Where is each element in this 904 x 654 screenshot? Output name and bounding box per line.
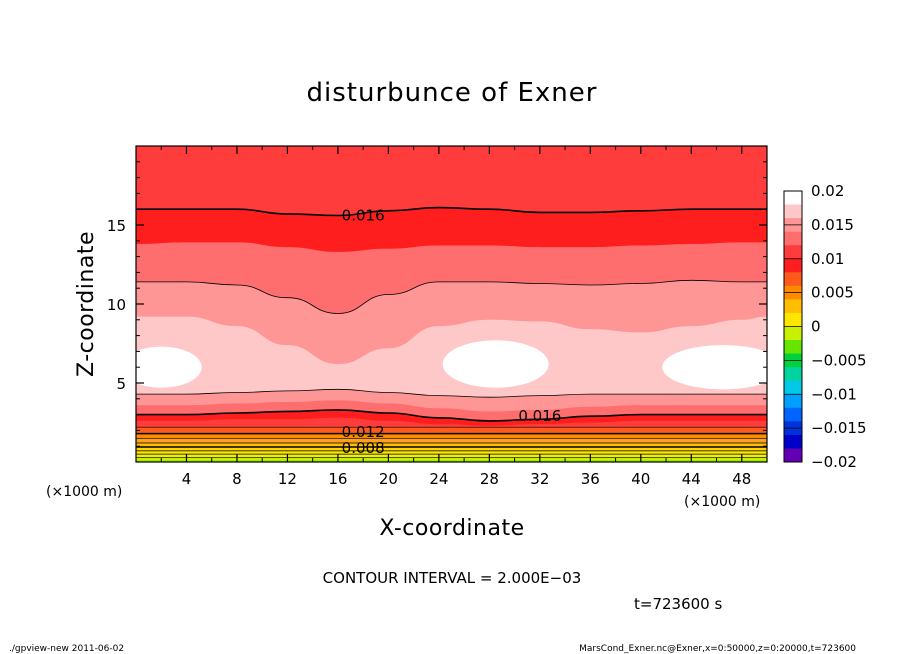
footer-left: ./gpview-new 2011-06-02 [9,644,124,654]
colorbar-swatch [784,340,802,355]
contour-line-upper-2 [136,279,767,314]
colorbar-tick-label: −0.005 [811,351,867,369]
colorbar-tick-label: 0 [811,318,821,336]
x-tick-label: 20 [379,470,398,488]
colorbar-tick-label: 0.01 [811,250,844,268]
x-tick-label: 28 [480,470,499,488]
y-axis-ticks: 5 10 15 [107,161,767,447]
contour-label: 0.016 [518,407,561,425]
contour-lines [135,206,767,458]
fill-maximum-1 [442,340,549,388]
x-tick-label: 16 [328,470,347,488]
x-tick-label: 4 [182,470,192,488]
x-tick-label: 32 [530,470,549,488]
x-tick-label: 48 [732,470,751,488]
colorbar-swatch [784,326,802,341]
contour-line-016-lower [136,409,767,422]
contour-label: 0.008 [342,439,385,457]
colorbar-swatch [784,380,802,395]
x-tick-label: 24 [429,470,448,488]
colorbar-swatch [784,407,802,422]
fill-maximum-0 [120,346,202,388]
colorbar-swatch [784,299,802,314]
colorbar-swatch [784,245,802,260]
colorbar-swatch [784,394,802,409]
x-tick-label: 8 [232,470,242,488]
colorbar-tick-label: 0.005 [811,284,854,302]
x-tick-label: 44 [682,470,701,488]
colorbar-swatch [784,204,802,219]
colorbar: 0.02 0.015 0.01 0.005 0 −0.005 −0.01 −0.015 −0.0… [783,182,867,471]
colorbar-swatch [784,231,802,246]
x-axis-label: X-coordinate [379,516,524,541]
contour-label: 0.016 [342,207,385,225]
colorbar-tick-label: −0.015 [811,419,867,437]
x-axis-ticks: 4 8 12 16 20 24 28 32 36 40 44 48 [160,146,751,488]
x-tick-label: 12 [278,470,297,488]
colorbar-tick-label: 0.02 [811,182,844,200]
colorbar-swatch [784,272,802,287]
x-tick-label: 36 [581,470,600,488]
y-tick-label: 15 [107,217,126,235]
contour-label: 0.012 [342,423,385,441]
colorbar-tick-label: 0.015 [811,216,854,234]
colorbar-swatch [784,258,802,273]
chart-title: disturbunce of Exner [307,78,598,108]
colorbar-swatch [784,191,802,206]
y-tick-label: 5 [116,375,126,393]
colorbar-swatch [784,367,802,382]
contour-line-lower-0 [135,388,767,398]
footer-right: MarsCond_Exner.nc@Exner,x=0:50000,z=0:20… [579,644,856,654]
contour-line-016-upper [136,206,767,217]
x-tick-label: 40 [631,470,650,488]
colorbar-tick-label: −0.02 [811,453,857,471]
x-unit-right: (×1000 m) [684,494,760,510]
time-text: t=723600 s [634,595,722,613]
contour-interval-text: CONTOUR INTERVAL = 2.000E−03 [323,569,582,587]
x-unit-left: (×1000 m) [46,484,122,500]
colorbar-swatch [784,448,802,463]
fill-maximum-2 [662,345,784,390]
colorbar-swatch [784,312,802,327]
colorbar-swatch [784,434,802,449]
y-tick-label: 10 [107,296,126,314]
y-axis-label: Z-coordinate [74,231,99,377]
colorbar-tick-label: −0.01 [811,385,857,403]
